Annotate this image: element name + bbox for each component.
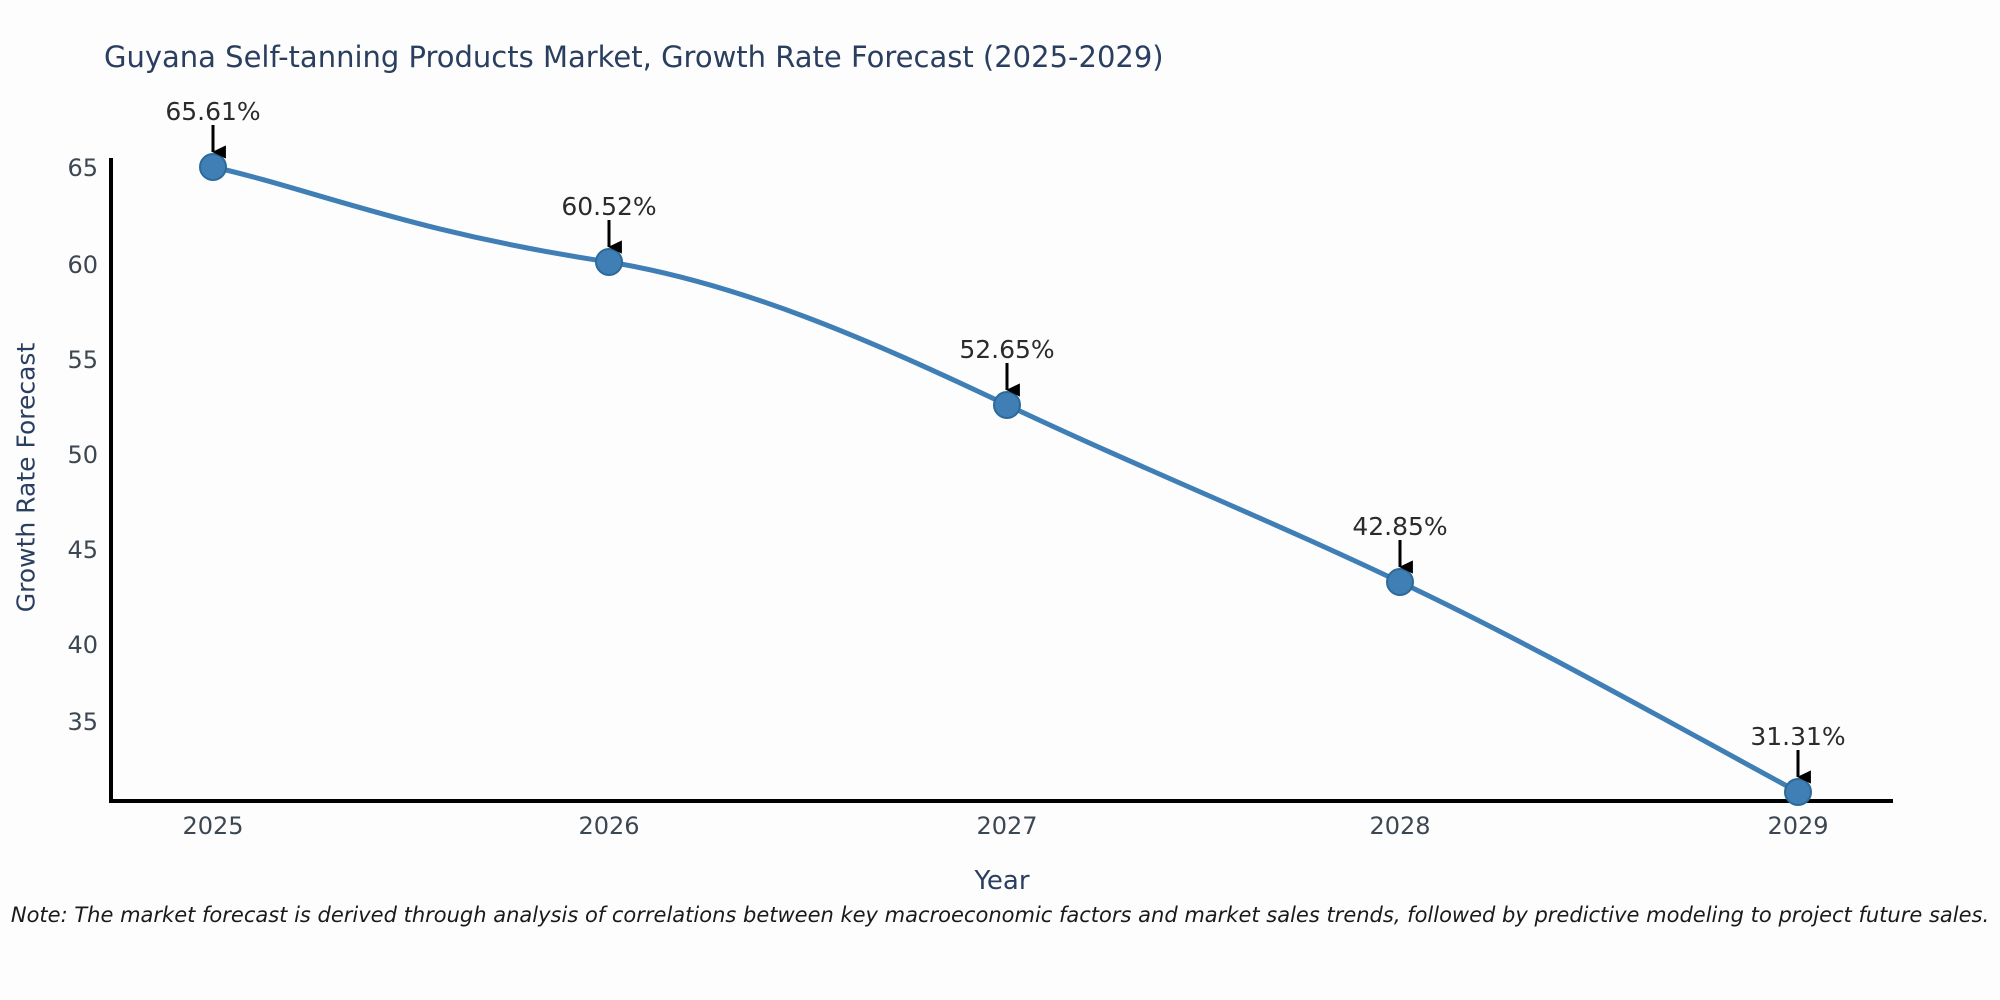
chart-title: Guyana Self-tanning Products Market, Gro…	[104, 40, 1164, 74]
x-tick-label: 2029	[1767, 812, 1829, 840]
data-point-markers	[199, 153, 1812, 806]
y-tick-label: 45	[67, 536, 98, 564]
y-axis-title: Growth Rate Forecast	[11, 342, 41, 613]
annotation-arrows	[211, 125, 1811, 784]
x-tick-label: 2026	[578, 812, 640, 840]
y-tick-label: 65	[67, 154, 98, 182]
data-point-marker[interactable]	[1784, 778, 1812, 806]
x-tick-label: 2028	[1369, 812, 1431, 840]
chart-footnote: Note: The market forecast is derived thr…	[10, 903, 1990, 927]
point-value-label: 42.85%	[1352, 512, 1448, 541]
y-tick-label: 40	[67, 631, 98, 659]
x-tick-label: 2025	[182, 812, 244, 840]
data-point-marker[interactable]	[993, 391, 1021, 419]
data-point-marker[interactable]	[199, 153, 227, 181]
y-tick-label: 50	[67, 441, 98, 469]
y-tick-label: 35	[67, 708, 98, 736]
data-point-marker[interactable]	[595, 248, 623, 276]
data-series-line	[210, 164, 1801, 795]
data-point-marker[interactable]	[1386, 568, 1414, 596]
point-value-label: 52.65%	[959, 335, 1055, 364]
x-axis-title: Year	[974, 866, 1030, 896]
point-value-label: 60.52%	[561, 192, 657, 221]
y-tick-label: 55	[67, 346, 98, 374]
point-value-label: 65.61%	[165, 97, 261, 126]
y-tick-label: 60	[67, 251, 98, 279]
point-value-label: 31.31%	[1750, 722, 1846, 751]
x-tick-label: 2027	[976, 812, 1038, 840]
